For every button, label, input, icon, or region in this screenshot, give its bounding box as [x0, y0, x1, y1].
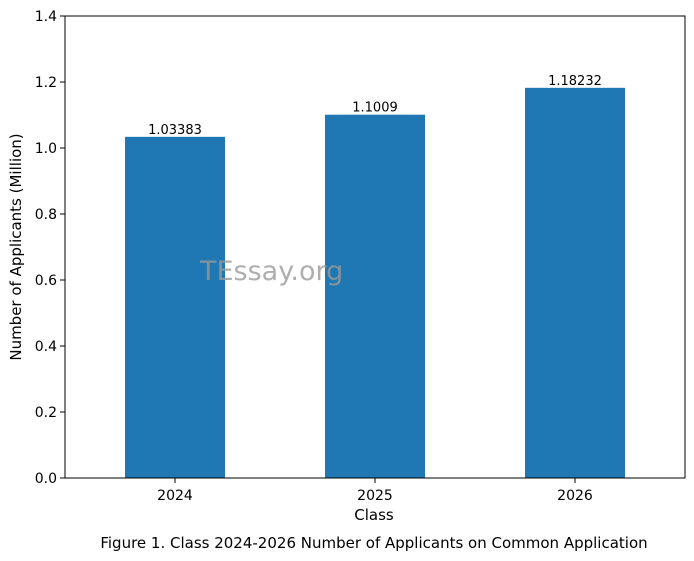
x-tick-label: 2026	[557, 488, 593, 504]
y-tick-label: 0.6	[35, 273, 57, 289]
data-label-2024: 1.03383	[148, 123, 202, 138]
y-tick-label: 0.2	[35, 405, 57, 421]
bar-2026	[525, 87, 625, 478]
y-tick-label: 1.4	[35, 9, 57, 25]
y-axis-title: Number of Applicants (Million)	[7, 133, 25, 360]
watermark: TEssay.org	[199, 256, 343, 287]
bar-2025	[325, 114, 425, 478]
y-tick-label: 0.0	[35, 471, 57, 487]
y-tick-label: 1.0	[35, 141, 57, 157]
bars	[125, 87, 625, 478]
data-labels: 1.03383 1.1009 1.18232	[148, 74, 602, 138]
bar-2024	[125, 136, 225, 478]
x-axis-title: Class	[354, 506, 394, 524]
plot-frame	[64, 15, 686, 479]
data-label-2025: 1.1009	[352, 101, 398, 116]
x-tick-label: 2024	[157, 488, 193, 504]
y-tick-label: 0.8	[35, 207, 57, 223]
y-tick-label: 0.4	[35, 339, 57, 355]
data-label-2026: 1.18232	[548, 74, 602, 89]
x-tick-label: 2025	[357, 488, 393, 504]
y-axis-ticks: 0.0 0.2 0.4 0.6 0.8 1.0 1.2 1.4	[35, 9, 65, 487]
x-axis-ticks: 2024 2025 2026	[157, 478, 593, 504]
figure-caption: Figure 1. Class 2024-2026 Number of Appl…	[100, 534, 647, 552]
y-tick-label: 1.2	[35, 75, 57, 91]
